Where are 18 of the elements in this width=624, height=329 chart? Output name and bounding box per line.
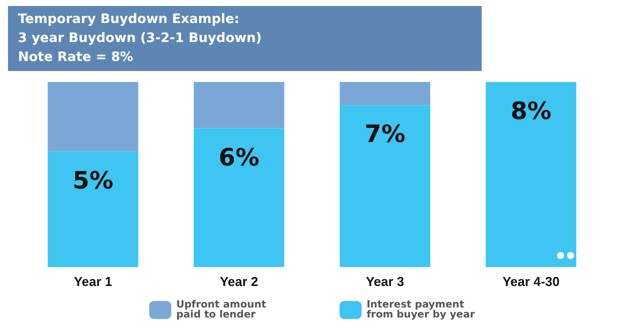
x-tick-label: Year 1: [74, 274, 112, 289]
data-label: 5%: [72, 166, 114, 194]
bar: [340, 105, 430, 267]
data-label: 8%: [510, 97, 552, 125]
bar: [194, 82, 284, 128]
bar: [194, 128, 284, 267]
chart-title: Temporary Buydown Example: 3 year Buydown (3-2-1 Buydown) Note Rate = 8%: [18, 12, 262, 65]
bar: [340, 82, 430, 106]
legend-label: Upfront amount paid to lender: [176, 300, 270, 320]
data-label: 6%: [218, 143, 260, 172]
x-tick-label: Year 2: [220, 274, 258, 289]
bar: [48, 82, 138, 152]
x-tick-label: Year 3: [366, 274, 404, 289]
bar: [48, 151, 138, 267]
legend-label: Interest payment from buyer by year: [366, 300, 475, 320]
data-label: 7%: [364, 120, 406, 148]
x-tick-label: Year 4-30: [502, 274, 560, 289]
bar: [486, 82, 576, 267]
